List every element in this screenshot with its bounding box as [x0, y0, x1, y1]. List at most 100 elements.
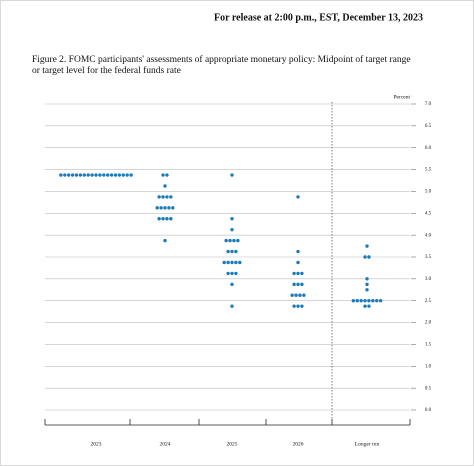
dot	[113, 173, 118, 177]
dot	[230, 227, 234, 232]
y-tick-label: 3.0	[425, 277, 432, 282]
dot	[228, 238, 232, 243]
dot	[121, 173, 126, 177]
dot	[117, 173, 122, 177]
dot	[230, 304, 234, 308]
dot	[230, 217, 234, 221]
dot	[296, 195, 300, 199]
dot	[125, 173, 129, 177]
dot	[292, 304, 296, 308]
dot	[226, 260, 230, 265]
dot	[296, 271, 300, 276]
x-tick-label: 2025	[227, 441, 238, 447]
x-tick-label: Longer run	[355, 441, 380, 447]
dot	[367, 299, 371, 303]
dot	[296, 282, 300, 287]
dot	[355, 299, 359, 303]
dot	[163, 238, 167, 243]
dot	[296, 304, 300, 308]
dot	[359, 299, 363, 303]
dot	[165, 173, 169, 177]
dot	[74, 173, 79, 177]
dot	[90, 173, 94, 177]
x-tick-label: 2023	[91, 441, 102, 447]
dot	[171, 206, 175, 210]
y-tick-label: 3.5	[425, 255, 432, 260]
y-tick-label: 5.0	[425, 190, 432, 195]
chart-title: Figure 2. FOMC participants' assessments…	[32, 54, 411, 76]
dot	[302, 293, 306, 297]
y-tick-label: 0.0	[425, 408, 432, 413]
dot	[296, 249, 300, 254]
dot	[371, 299, 375, 303]
dot	[161, 173, 165, 177]
x-tick-label: 2024	[160, 441, 171, 447]
dot	[292, 271, 296, 276]
y-tick-label: 4.0	[425, 233, 432, 238]
dot	[163, 184, 167, 188]
dot	[106, 173, 110, 177]
dot	[159, 206, 163, 210]
y-tick-label: 7.0	[425, 102, 432, 107]
dot	[300, 304, 304, 308]
dot	[94, 173, 98, 177]
y-tick-label: 0.5	[425, 386, 432, 391]
dot	[129, 173, 133, 177]
dot	[234, 249, 238, 254]
dot	[230, 173, 234, 177]
dot	[363, 255, 367, 259]
dot	[367, 255, 371, 259]
dot	[230, 271, 234, 276]
dot	[226, 249, 230, 254]
dot	[82, 173, 87, 177]
dot	[292, 282, 296, 287]
y-tick-label: 1.5	[425, 343, 432, 348]
dot	[351, 299, 356, 303]
dot	[365, 244, 369, 248]
dot	[163, 206, 167, 210]
dot	[363, 304, 367, 308]
y-tick-label: 2.5	[425, 299, 432, 304]
dot	[70, 173, 75, 177]
dot	[365, 288, 369, 292]
dot	[157, 217, 161, 221]
dot	[238, 260, 242, 265]
y-tick-label: 4.5	[425, 211, 432, 216]
dot	[67, 173, 71, 177]
dot	[78, 173, 83, 177]
y-tick-label: 6.0	[425, 146, 432, 151]
dot	[234, 271, 238, 276]
release-header: For release at 2:00 p.m., EST, December …	[214, 12, 423, 23]
dot	[86, 173, 90, 177]
dot	[167, 206, 171, 210]
dot	[161, 195, 165, 199]
x-tick-label: 2026	[293, 441, 304, 447]
y-unit-label: Percent	[394, 94, 411, 100]
dot	[300, 282, 304, 287]
dot	[378, 299, 383, 303]
dot	[230, 282, 234, 287]
dot	[300, 271, 304, 276]
dot	[296, 260, 300, 265]
dot	[363, 299, 367, 303]
dot	[224, 238, 228, 243]
y-tick-label: 1.0	[425, 364, 432, 369]
dot	[169, 195, 173, 199]
dot	[63, 173, 67, 177]
dot	[157, 195, 161, 199]
dot	[169, 217, 173, 221]
dot	[294, 293, 298, 297]
dot	[375, 299, 379, 303]
dot	[236, 238, 240, 243]
dot	[155, 206, 159, 210]
y-tick-label: 5.5	[425, 168, 432, 173]
dot	[59, 173, 63, 177]
dot	[365, 282, 369, 287]
y-tick-label: 2.0	[425, 321, 432, 326]
dot	[161, 217, 165, 221]
dot	[230, 260, 234, 265]
dot	[367, 304, 371, 308]
dot	[165, 195, 169, 199]
